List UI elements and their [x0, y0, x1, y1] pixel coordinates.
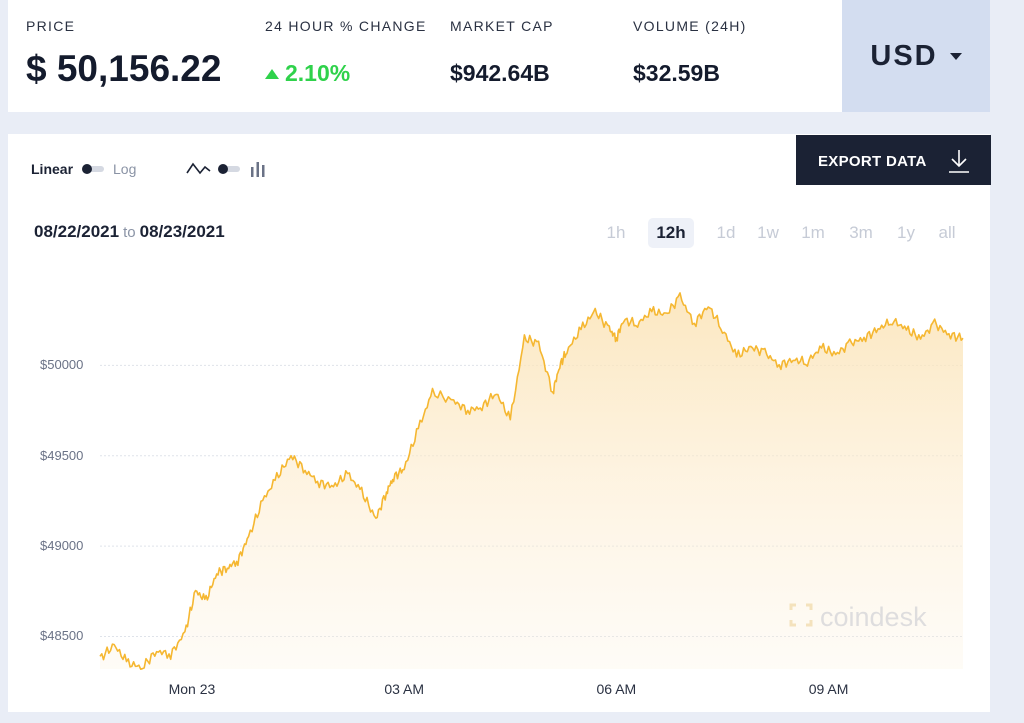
range-1y[interactable]: 1y — [897, 223, 915, 242]
range-12h[interactable]: 12h — [648, 218, 694, 248]
change-value: 2.10% — [285, 60, 351, 86]
export-data-button[interactable]: EXPORT DATA — [796, 135, 991, 185]
x-axis-label: 06 AM — [596, 681, 637, 697]
switch-knob — [82, 164, 93, 174]
y-axis-label: $48500 — [40, 628, 84, 644]
y-axis-label: $50000 — [40, 357, 84, 373]
coindesk-watermark: coindesk — [788, 602, 927, 633]
x-axis-label: Mon 23 — [168, 681, 216, 697]
range-1w[interactable]: 1w — [757, 223, 779, 242]
bar-chart-icon[interactable] — [250, 160, 266, 178]
market-cap-value: $942.64B — [450, 60, 550, 86]
price-line — [99, 292, 964, 670]
export-label: EXPORT DATA — [818, 153, 927, 170]
date-range: 08/22/2021 to 08/23/2021 — [34, 222, 225, 242]
volume-label: VOLUME (24H) — [633, 18, 747, 34]
currency-selected: USD — [870, 39, 938, 72]
y-axis-label: $49000 — [40, 538, 84, 554]
scale-switch[interactable] — [82, 164, 105, 174]
y-axis-label: $49500 — [40, 447, 84, 463]
date-to[interactable]: 08/23/2021 — [139, 222, 225, 241]
date-to-label: to — [123, 224, 136, 241]
range-1h[interactable]: 1h — [606, 223, 626, 242]
coindesk-logo-icon — [788, 602, 814, 633]
stats-bar: PRICE $ 50,156.22 24 HOUR % CHANGE 2.10%… — [8, 0, 842, 112]
market-cap-label: MARKET CAP — [450, 18, 554, 34]
chart-type-switch[interactable] — [218, 164, 240, 174]
range-all[interactable]: all — [938, 223, 956, 242]
download-icon — [947, 148, 971, 179]
chart-type-toggle — [186, 159, 266, 179]
log-label[interactable]: Log — [113, 161, 137, 177]
range-1m[interactable]: 1m — [801, 223, 825, 242]
range-1d[interactable]: 1d — [716, 223, 736, 242]
linear-label[interactable]: Linear — [31, 161, 74, 177]
price-label: PRICE — [26, 18, 76, 34]
line-chart-icon[interactable] — [186, 161, 212, 177]
price-chart — [99, 292, 964, 670]
range-3m[interactable]: 3m — [849, 223, 873, 242]
x-axis-label: 03 AM — [384, 681, 425, 697]
price-value: $ 50,156.22 — [26, 48, 222, 89]
x-axis-label: 09 AM — [808, 681, 849, 697]
switch-knob — [218, 164, 228, 174]
currency-dropdown[interactable]: USD — [842, 0, 990, 112]
volume-value: $32.59B — [633, 60, 720, 86]
change-label: 24 HOUR % CHANGE — [265, 18, 427, 34]
watermark-text: coindesk — [820, 602, 927, 632]
chart-panel: Linear Log EXPORT DATA 08/22/2021 to 08/23… — [8, 134, 991, 712]
price-area — [100, 292, 963, 670]
scale-toggle: Linear Log — [31, 159, 136, 179]
caret-down-icon — [949, 52, 962, 60]
triangle-up-icon — [265, 69, 279, 79]
change-value-wrap: 2.10% — [265, 60, 350, 87]
date-from[interactable]: 08/22/2021 — [34, 222, 120, 241]
